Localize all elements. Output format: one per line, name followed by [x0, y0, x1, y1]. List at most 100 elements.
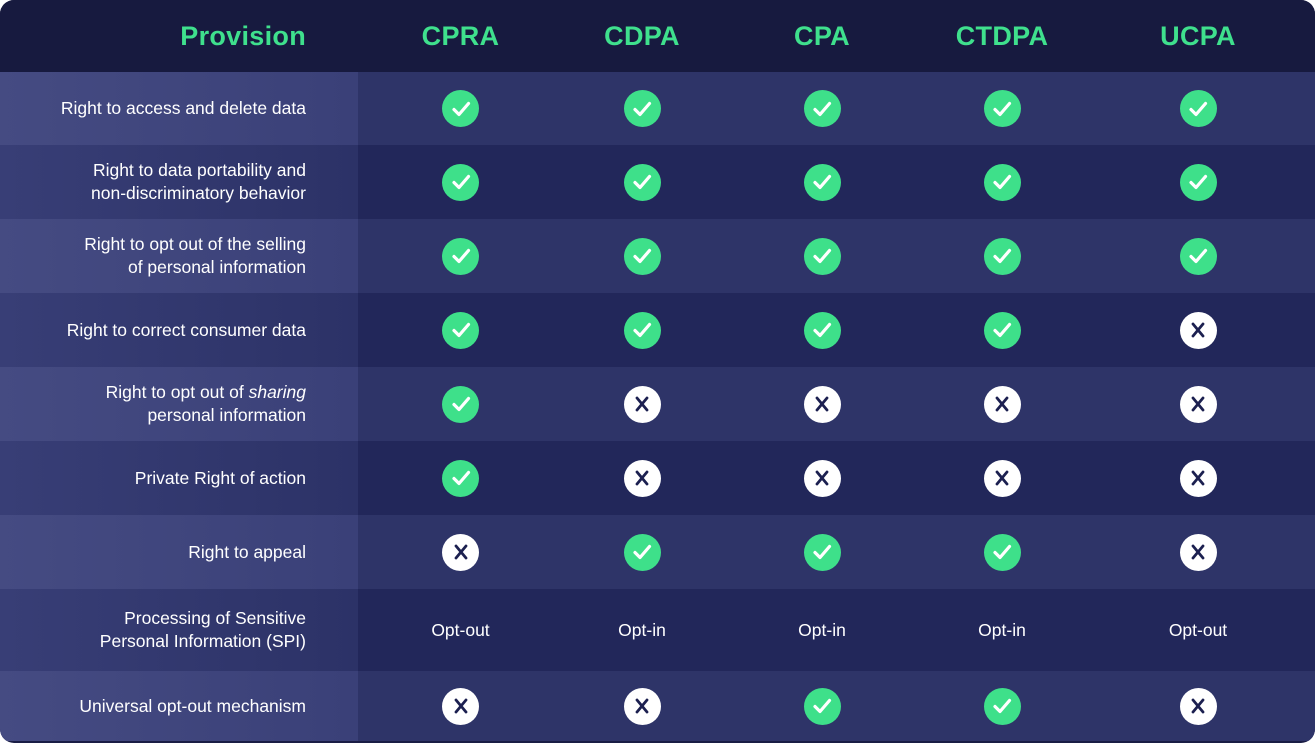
- x-circle-icon: [623, 385, 661, 423]
- label-line: Right to appeal: [188, 541, 306, 562]
- x-circle-icon: [623, 687, 661, 725]
- label-line: Right to opt out of: [105, 382, 249, 402]
- value-cell: [358, 72, 563, 145]
- provision-header: Provision: [0, 0, 358, 72]
- value-cell: [923, 145, 1081, 219]
- x-circle-icon: [803, 385, 841, 423]
- checkmark-circle-icon: [983, 533, 1021, 571]
- value-cell: [563, 293, 721, 367]
- value-cell: [563, 441, 721, 515]
- value-text: Opt-in: [618, 619, 666, 640]
- label-line: Right to correct consumer data: [66, 319, 306, 340]
- checkmark-circle-icon: [983, 90, 1021, 127]
- value-cell: [1081, 441, 1315, 515]
- x-circle-icon: [1179, 687, 1217, 725]
- column-header-cpa: CPA: [721, 0, 923, 72]
- checkmark-circle-icon: [623, 533, 661, 571]
- value-cell: [721, 515, 923, 589]
- checkmark-circle-icon: [1179, 163, 1217, 201]
- value-cell: [923, 671, 1081, 741]
- x-circle-icon: [803, 459, 841, 497]
- value-cell: [358, 515, 563, 589]
- provision-label: Universal opt-out mechanism: [0, 671, 358, 741]
- label-text: Processing of Sensitive Personal Informat…: [100, 607, 306, 653]
- value-cell: [721, 671, 923, 741]
- value-cell: [1081, 219, 1315, 293]
- column-header-cdpa: CDPA: [563, 0, 721, 72]
- x-circle-icon: [983, 385, 1021, 423]
- value-cell: [721, 293, 923, 367]
- checkmark-circle-icon: [623, 163, 661, 201]
- value-cell: [1081, 367, 1315, 441]
- value-cell: Opt-in: [563, 589, 721, 671]
- checkmark-circle-icon: [442, 237, 479, 275]
- value-cell: [721, 145, 923, 219]
- checkmark-circle-icon: [442, 385, 479, 423]
- label-line: of personal information: [127, 257, 306, 277]
- value-cell: [563, 219, 721, 293]
- value-cell: [721, 441, 923, 515]
- label-line: Right to opt out of the selling: [84, 234, 306, 254]
- checkmark-circle-icon: [983, 311, 1021, 349]
- provision-label: Right to access and delete data: [0, 72, 358, 145]
- x-circle-icon: [1179, 533, 1217, 571]
- checkmark-circle-icon: [442, 163, 479, 201]
- value-cell: [1081, 145, 1315, 219]
- label-line: Processing of Sensitive: [124, 608, 306, 628]
- checkmark-circle-icon: [803, 90, 841, 127]
- provision-label: Right to correct consumer data: [0, 293, 358, 367]
- value-cell: [358, 293, 563, 367]
- checkmark-circle-icon: [1179, 90, 1217, 127]
- checkmark-circle-icon: [803, 237, 841, 275]
- value-cell: [721, 72, 923, 145]
- value-cell: [358, 671, 563, 741]
- provision-label: Right to appeal: [0, 515, 358, 589]
- checkmark-circle-icon: [803, 533, 841, 571]
- value-cell: [1081, 671, 1315, 741]
- label-line: personal information: [147, 405, 306, 425]
- value-cell: [358, 441, 563, 515]
- label-text: Right to opt out of sharing personal info…: [106, 381, 306, 427]
- label-line: Private Right of action: [134, 467, 306, 488]
- provision-label: Right to data portability and non-discrim…: [0, 145, 358, 219]
- value-cell: [923, 293, 1081, 367]
- x-circle-icon: [442, 687, 479, 725]
- checkmark-circle-icon: [803, 311, 841, 349]
- value-cell: [1081, 515, 1315, 589]
- value-cell: [563, 72, 721, 145]
- value-text: Opt-out: [431, 619, 490, 640]
- checkmark-circle-icon: [1179, 237, 1217, 275]
- value-cell: [563, 367, 721, 441]
- value-cell: [563, 145, 721, 219]
- value-cell: Opt-in: [721, 589, 923, 671]
- x-circle-icon: [442, 533, 479, 571]
- column-header-ctdpa: CTDPA: [923, 0, 1081, 72]
- value-cell: [1081, 72, 1315, 145]
- label-text: Right to opt out of the selling of person…: [84, 233, 306, 279]
- checkmark-circle-icon: [623, 90, 661, 127]
- value-cell: [923, 219, 1081, 293]
- provision-label: Right to opt out of the selling of person…: [0, 219, 358, 293]
- value-cell: [923, 515, 1081, 589]
- provision-label: Processing of Sensitive Personal Informat…: [0, 589, 358, 671]
- checkmark-circle-icon: [803, 163, 841, 201]
- x-circle-icon: [623, 459, 661, 497]
- label-line: Universal opt-out mechanism: [79, 695, 306, 716]
- checkmark-circle-icon: [983, 687, 1021, 725]
- x-circle-icon: [983, 459, 1021, 497]
- x-circle-icon: [1179, 385, 1217, 423]
- value-cell: [923, 441, 1081, 515]
- checkmark-circle-icon: [983, 163, 1021, 201]
- value-cell: [721, 367, 923, 441]
- x-circle-icon: [1179, 459, 1217, 497]
- label-text: Right to data portability and non-discrim…: [91, 159, 306, 205]
- label-line: non-discriminatory behavior: [91, 183, 306, 203]
- value-text: Opt-in: [798, 619, 846, 640]
- value-cell: [358, 367, 563, 441]
- value-cell: [923, 72, 1081, 145]
- checkmark-circle-icon: [983, 237, 1021, 275]
- value-cell: [358, 219, 563, 293]
- provision-label: Private Right of action: [0, 441, 358, 515]
- provision-label: Right to opt out of sharing personal info…: [0, 367, 358, 441]
- label-line: Right to access and delete data: [60, 98, 306, 118]
